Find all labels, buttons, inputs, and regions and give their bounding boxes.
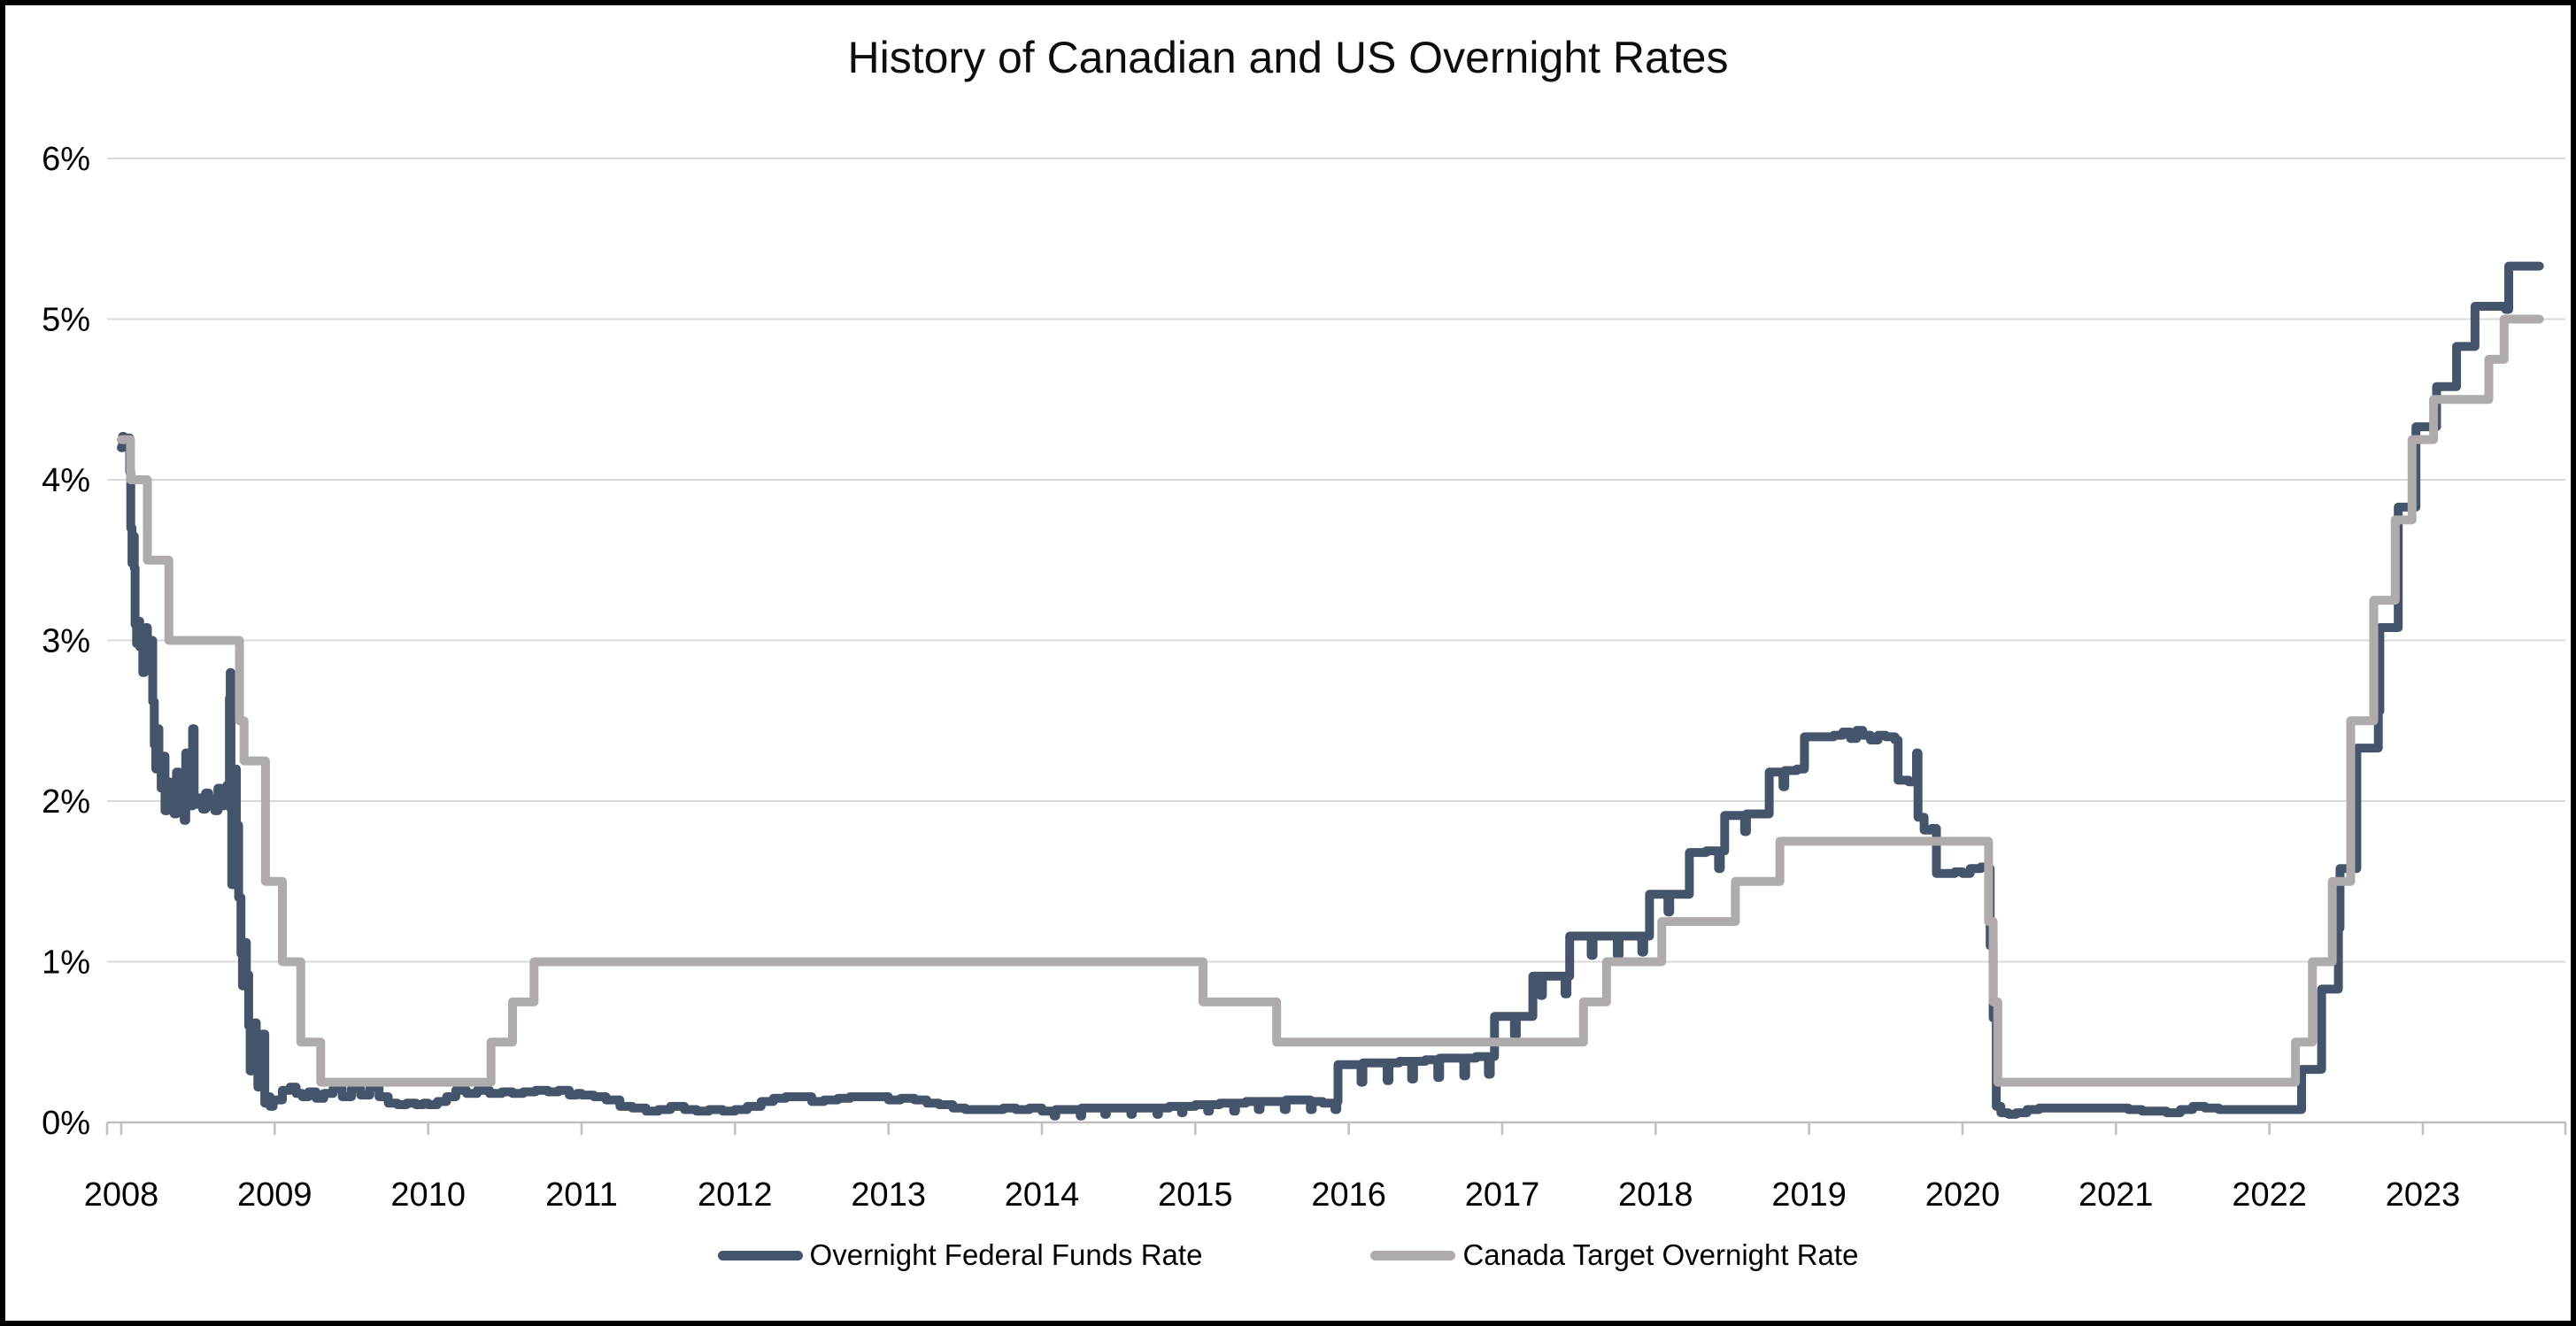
federal-funds-line-swatch (717, 1250, 803, 1260)
y-axis-label-5%: 5% (42, 302, 90, 339)
x-axis-label-2016: 2016 (1311, 1176, 1386, 1214)
canada-target-legend-label: Canada Target Overnight Rate (1462, 1238, 1859, 1271)
x-axis-label-2021: 2021 (2079, 1176, 2154, 1214)
legend-item-federal-funds: Overnight Federal Funds Rate (717, 1238, 1203, 1272)
x-axis-label-2008: 2008 (84, 1176, 159, 1214)
x-axis-label-2017: 2017 (1465, 1176, 1540, 1214)
chart-title: History of Canadian and US Overnight Rat… (847, 33, 1729, 82)
x-axis-label-2020: 2020 (1925, 1176, 2001, 1214)
legend-item-canada-target: Canada Target Overnight Rate (1370, 1238, 1858, 1272)
x-axis-label-2014: 2014 (1005, 1176, 1080, 1214)
rates-line-chart: 0% 1% 2% 3% 4% 5% 6% 2008 2009 2010 2011 2012 2013 20… (42, 141, 2567, 1214)
x-axis-label-2011: 2011 (545, 1176, 618, 1214)
y-axis-label-6%: 6% (42, 141, 90, 178)
legend: Overnight Federal Funds Rate Canada Targ… (5, 1232, 2571, 1278)
x-axis-label-2015: 2015 (1158, 1176, 1233, 1214)
canada-target-line-swatch (1370, 1250, 1456, 1260)
y-axis-label-2%: 2% (42, 783, 90, 821)
federal-funds-legend-label: Overnight Federal Funds Rate (809, 1238, 1203, 1271)
x-axis-label-2023: 2023 (2386, 1176, 2461, 1214)
y-axis-label-0%: 0% (42, 1105, 90, 1142)
x-axis-label-2009: 2009 (237, 1176, 312, 1214)
series-line-federal-funds (117, 261, 2544, 1121)
x-axis-label-2018: 2018 (1618, 1176, 1693, 1214)
x-axis-label-2012: 2012 (698, 1176, 773, 1214)
series-line-canada-target (117, 314, 2544, 1087)
x-axis-label-2022: 2022 (2232, 1176, 2307, 1214)
x-axis-label-2010: 2010 (390, 1176, 466, 1214)
x-axis-label-2013: 2013 (851, 1176, 926, 1214)
x-axis-label-2019: 2019 (1771, 1176, 1847, 1214)
y-axis-label-1%: 1% (42, 944, 90, 982)
y-axis-label-4%: 4% (42, 462, 90, 499)
y-axis-label-3%: 3% (42, 623, 90, 660)
